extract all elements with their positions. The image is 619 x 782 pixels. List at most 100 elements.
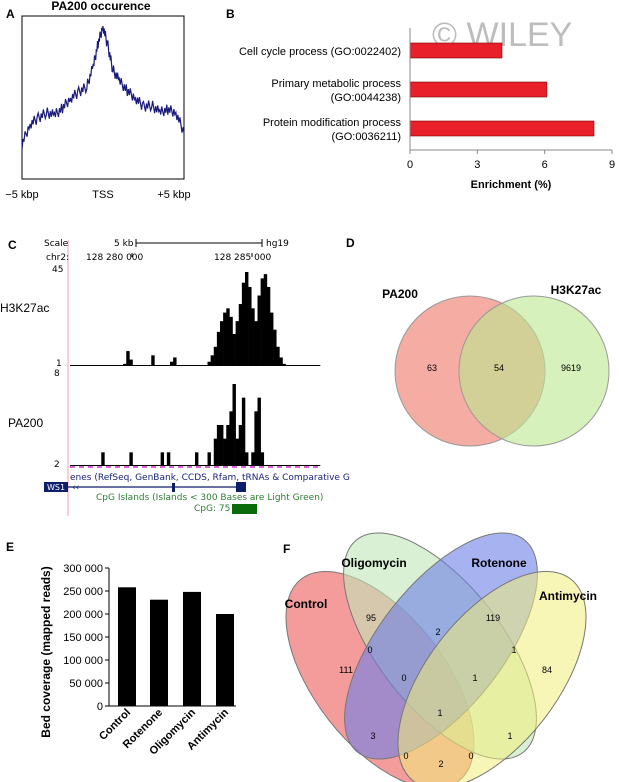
panel-c-track2-bar-79	[316, 465, 321, 466]
panel-f-count-control-oligomycin: 0	[367, 645, 372, 655]
panel-c-track2-bar-34	[176, 465, 180, 466]
panel-c-gene-exon-1	[172, 483, 175, 492]
panel-b-xlabel: Enrichment (%)	[471, 179, 552, 191]
panel-c-track1-bar-10	[101, 365, 105, 366]
panel-d-count-pa200-only: 63	[427, 363, 437, 373]
panel-c-track1-bar-33	[173, 357, 177, 366]
panel-c-track2-bar-73	[298, 465, 302, 466]
panel-c-track2-bar-52	[232, 384, 236, 466]
panel-c-track2-bar-61	[260, 452, 265, 466]
panel-b-ticks-group: 0 3 6 9	[407, 150, 615, 171]
panel-f-count-control-rotenone-antimycin: 0	[403, 751, 408, 761]
panel-e-yticks-group: 0 50 000 100 000 150 000 200 000 250 000 300 0…	[63, 563, 109, 713]
panel-d-circle-h3k27ac	[458, 295, 610, 447]
panel-c-track1-bar-15	[116, 365, 121, 366]
panel-c-track1-bar-28	[157, 365, 161, 366]
panel-c-track1-bar-30	[163, 365, 168, 366]
panel-c-track2-bar-18	[126, 465, 130, 466]
panel-c-track1-bar-41	[198, 365, 202, 366]
panel-f-count-control-oligomycin-antimycin: 0	[468, 751, 473, 761]
panel-c-track2-bar-19	[129, 452, 133, 466]
panel-c-track2-bar-32	[170, 465, 174, 466]
panel-c-track1-bar-18	[126, 351, 130, 366]
panel-c-track2-bar-33	[173, 465, 177, 466]
panel-e: E Bed coverage (mapped reads) 0 50 000 100…	[6, 540, 236, 757]
panel-c-track2-max: 8	[54, 369, 60, 379]
panel-c-track1-bar-9	[98, 365, 102, 366]
panel-c-track2-bar-66	[276, 465, 280, 466]
panel-c-track2-bar-47	[216, 425, 221, 466]
panel-c-track1-bar-75	[304, 365, 308, 366]
panel-c-track1-bar-14	[113, 365, 118, 366]
panel-c-track2-bar-72	[295, 465, 299, 466]
panel-e-ytick-label-1: 50 000	[69, 678, 103, 690]
panel-d-label-h3k27ac: H3K27ac	[551, 283, 602, 297]
panel-c-track2-bar-43	[204, 465, 208, 466]
panel-e-bar-1	[150, 599, 168, 706]
panel-c-track1-bar-21	[135, 365, 140, 366]
panel-c-track2-bar-9	[98, 465, 102, 466]
panel-c-track2-bar-27	[154, 465, 158, 466]
panel-c-cpg-title: CpG Islands (Islands < 300 Bases are Lig…	[96, 493, 323, 503]
panel-c-track1-bar-16	[120, 365, 124, 366]
panel-c-track2-bar-44	[207, 452, 211, 466]
panel-c-track2-bar-64	[270, 465, 274, 466]
panel-f-count-rotenone-only: 119	[486, 613, 500, 623]
panel-c-track2-bar-62	[263, 465, 268, 466]
panel-f-label-rotenone: Rotenone	[471, 556, 527, 570]
panel-c-chr-label: chr2:	[46, 253, 69, 263]
panel-c-track2-bar-5	[85, 465, 90, 466]
panel-e-ytick-label-4: 200 000	[63, 609, 103, 621]
panel-c-track1-name: H3K27ac	[0, 301, 49, 315]
panel-c-track2-bar-37	[185, 465, 190, 466]
panel-c-track2-bar-21	[135, 465, 140, 466]
panel-b-cat-label-2a: Primary metabolic process	[271, 78, 401, 90]
panel-c-track2-bar-71	[291, 465, 296, 466]
panel-c-track2-bar-3	[79, 465, 83, 466]
panel-e-bar-2	[183, 591, 201, 706]
panel-c-track1-bar-27	[154, 365, 158, 366]
panel-c-track2-bar-54	[238, 425, 243, 466]
panel-c-track1-bar-5	[85, 365, 90, 366]
panel-c-track2-bar-11	[104, 465, 108, 466]
panel-c-track1-bar-52	[232, 333, 236, 366]
panel-c-track1-bar-37	[185, 365, 190, 366]
panel-b-cat-label-3a: Protein modification process	[263, 117, 402, 129]
panel-e-ytick-label-5: 250 000	[63, 586, 103, 598]
panel-b-letter: B	[226, 7, 235, 21]
panel-c-gene-name: WS1	[47, 483, 65, 492]
panel-c-gene-box	[44, 482, 68, 492]
panel-b-xtick-label-2: 6	[542, 159, 548, 171]
panel-c-track2-bar-35	[179, 465, 183, 466]
panel-c-scale-label: Scale	[44, 239, 69, 249]
panel-c-track1-bar-54	[238, 304, 243, 366]
panel-c-track1-bar-0	[70, 365, 74, 366]
panel-c-track1-bar-32	[170, 361, 174, 366]
panel-c-track2-bar-75	[304, 465, 308, 466]
panel-b-xtick-label-1: 3	[474, 159, 480, 171]
panel-c-track2-bar-10	[101, 452, 105, 466]
panel-c-track2-bar-36	[182, 465, 186, 466]
panel-a-tick-center: TSS	[92, 189, 113, 201]
panel-f-count-all: 1	[437, 708, 442, 718]
panel-f-count-oligomycin-rotenone: 2	[435, 627, 440, 637]
panel-c-track1-bar-42	[201, 365, 205, 366]
panel-c-track1-bar-66	[276, 346, 280, 366]
panel-c-track1-bar-23	[141, 365, 146, 366]
panel-c-track2-bar-8	[95, 465, 99, 466]
panel-b: B © WILEY Cell cycle process (GO:0022402…	[226, 7, 615, 191]
panel-f-count-control-only: 111	[339, 665, 353, 675]
panel-c-track1-bar-67	[279, 357, 283, 366]
panel-c-track2-group	[70, 384, 321, 466]
panel-c-track1-bar-57	[248, 286, 252, 366]
panel-c-track1-bar-49	[223, 312, 227, 366]
panel-c-track1-bar-36	[182, 365, 186, 366]
panel-c-track1-bar-77	[310, 365, 315, 366]
panel-c-track2-bar-45	[210, 465, 215, 466]
panel-c-track1-bar-64	[270, 312, 274, 366]
panel-c-track2-bar-13	[110, 465, 115, 466]
panel-c-track1-bar-79	[316, 365, 321, 366]
panel-c-track1-bar-29	[160, 365, 165, 366]
panel-c-track1-bar-7	[91, 365, 96, 366]
